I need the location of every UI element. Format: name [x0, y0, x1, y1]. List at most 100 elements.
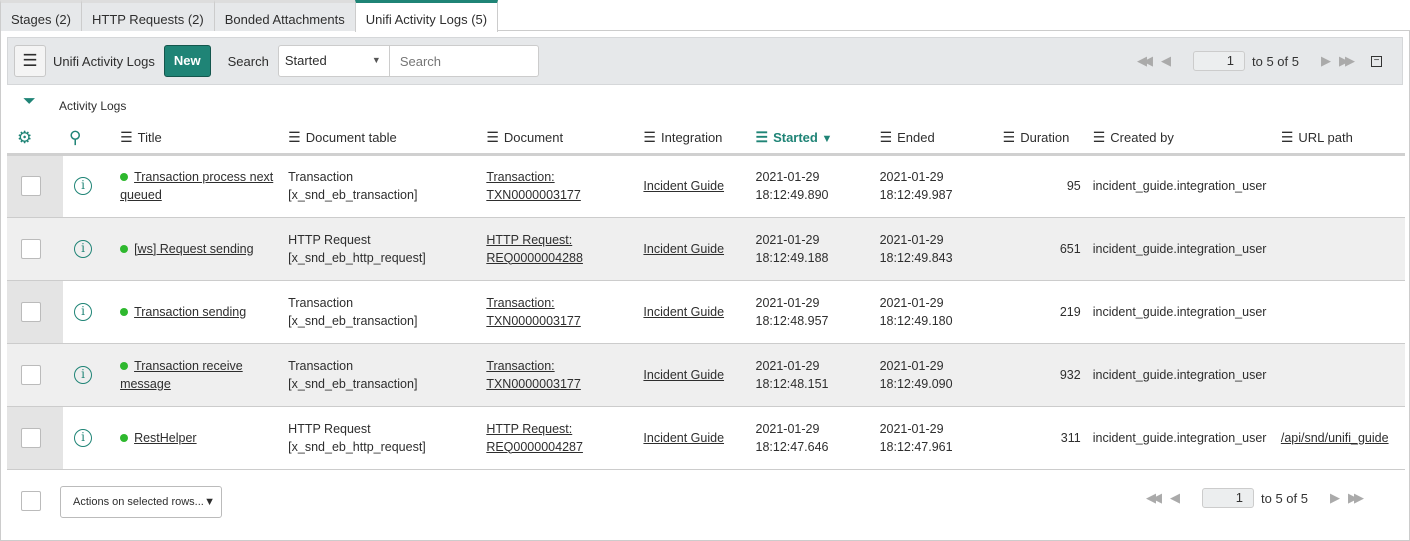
title-link[interactable]: Transaction sending — [134, 304, 247, 319]
tab-0[interactable]: Stages (2) — [0, 0, 82, 31]
doc-table-name: [x_snd_eb_http_request] — [288, 250, 426, 265]
column-header[interactable]: ☰ Duration — [1002, 123, 1093, 156]
search-field-value: Started — [284, 53, 327, 68]
row-checkbox[interactable] — [21, 427, 41, 448]
url-path-link[interactable]: /api/snd/unifi_guide — [1280, 430, 1389, 445]
column-menu-icon[interactable]: ☰ — [755, 129, 769, 146]
first-page-icon[interactable]: ◀◀ — [1137, 53, 1153, 68]
search-label: Search — [227, 53, 269, 69]
row-checkbox[interactable] — [21, 301, 41, 322]
column-header[interactable]: ☰ Integration — [643, 123, 756, 156]
column-header[interactable]: ☰ Title — [120, 123, 289, 156]
tab-3[interactable]: Unifi Activity Logs (5) — [354, 0, 499, 32]
prev-page-icon[interactable]: ◀ — [1170, 490, 1180, 505]
new-button[interactable]: New — [163, 45, 211, 77]
column-header[interactable]: ☰ Document — [486, 123, 644, 156]
status-dot — [120, 361, 129, 370]
info-icon[interactable]: i — [74, 302, 93, 321]
created-by: incident_guide.integration_user — [1092, 217, 1281, 281]
document-link[interactable]: HTTP Request: REQ0000004287 — [486, 421, 583, 454]
first-page-icon[interactable]: ◀◀ — [1146, 490, 1162, 505]
document-link[interactable]: Transaction: TXN0000003177 — [486, 170, 581, 202]
prev-page-icon[interactable]: ◀ — [1161, 53, 1171, 68]
search-field-select[interactable]: Started ▼ — [277, 45, 390, 77]
list-toolbar: ☰ Unifi Activity Logs New Search Started… — [7, 37, 1403, 85]
page-input[interactable]: 1 — [1202, 488, 1254, 508]
list-menu-button[interactable]: ☰ — [14, 45, 46, 77]
hamburger-icon: ☰ — [22, 51, 38, 70]
list-frame: ☰ Unifi Activity Logs New Search Started… — [0, 31, 1410, 541]
column-menu-icon[interactable]: ☰ — [643, 129, 656, 146]
ended-time: 18:12:49.843 — [879, 250, 953, 265]
ended-date: 2021-01-29 — [879, 170, 944, 184]
last-page-icon[interactable]: ▶▶ — [1338, 53, 1355, 68]
breadcrumb[interactable]: Activity Logs — [59, 99, 127, 113]
integration-link[interactable]: Incident Guide — [643, 430, 725, 445]
integration-link[interactable]: Incident Guide — [643, 179, 725, 193]
started-date: 2021-01-29 — [755, 295, 820, 310]
caret-down-icon: ▼ — [371, 55, 381, 65]
collapse-icon[interactable]: − — [1370, 55, 1382, 67]
column-menu-icon[interactable]: ☰ — [486, 129, 499, 146]
title-link[interactable]: Transaction process next queued — [120, 170, 274, 202]
column-label: Created by — [1110, 130, 1174, 146]
document-link[interactable]: Transaction: TXN0000003177 — [486, 358, 581, 391]
column-header[interactable]: ☰ URL path — [1280, 123, 1405, 156]
page-input[interactable]: 1 — [1193, 51, 1245, 71]
column-label: Title — [137, 130, 162, 146]
tab-2[interactable]: Bonded Attachments — [213, 0, 356, 31]
next-page-icon[interactable]: ▶ — [1320, 53, 1331, 68]
info-icon[interactable]: i — [74, 177, 93, 195]
table-row: i [ws] Request sending HTTP Request [x_sn… — [7, 217, 1405, 281]
integration-link[interactable]: Incident Guide — [643, 304, 725, 319]
column-menu-icon[interactable]: ☰ — [1002, 129, 1016, 146]
chevron-down-icon: ▼ — [204, 496, 215, 508]
integration-link[interactable]: Incident Guide — [643, 241, 725, 256]
ended-time: 18:12:49.987 — [879, 188, 953, 202]
row-checkbox[interactable] — [21, 364, 41, 385]
info-icon[interactable]: i — [74, 428, 93, 447]
gear-icon[interactable]: ⚙ — [7, 123, 64, 156]
column-menu-icon[interactable]: ☰ — [120, 129, 133, 146]
duration: 932 — [1002, 343, 1093, 407]
title-link[interactable]: [ws] Request sending — [134, 241, 254, 256]
status-dot — [120, 244, 129, 253]
column-header[interactable]: ☰ Started ▼ — [755, 123, 880, 156]
column-label: Started — [773, 130, 818, 146]
doc-table-name: [x_snd_eb_transaction] — [288, 313, 418, 328]
document-link[interactable]: Transaction: TXN0000003177 — [486, 295, 581, 328]
page-range: to 5 of 5 — [1252, 53, 1299, 69]
filter-icon[interactable]: ⏷ — [23, 93, 36, 110]
tab-1[interactable]: HTTP Requests (2) — [80, 0, 215, 31]
actions-select[interactable]: Actions on selected rows... ▼ — [60, 486, 222, 518]
row-checkbox[interactable] — [21, 238, 41, 259]
column-header[interactable]: ☰ Document table — [288, 123, 487, 156]
column-menu-icon[interactable]: ☰ — [879, 129, 893, 146]
integration-link[interactable]: Incident Guide — [643, 367, 725, 382]
title-link[interactable]: RestHelper — [134, 430, 197, 445]
title-link[interactable]: Transaction receive message — [120, 358, 243, 391]
info-icon[interactable]: i — [74, 365, 93, 384]
document-link[interactable]: HTTP Request: REQ0000004288 — [486, 232, 583, 265]
search-input[interactable] — [389, 45, 539, 77]
column-header[interactable]: ☰ Ended — [879, 123, 1003, 156]
table-row: i RestHelper HTTP Request [x_snd_eb_http_… — [7, 406, 1405, 470]
column-label: Duration — [1020, 130, 1070, 146]
column-menu-icon[interactable]: ☰ — [1280, 129, 1294, 146]
duration: 219 — [1002, 280, 1093, 344]
doc-table-name: [x_snd_eb_transaction] — [288, 188, 418, 202]
created-by: incident_guide.integration_user — [1092, 280, 1281, 344]
doc-table: HTTP Request — [288, 421, 371, 436]
search-icon[interactable]: ⚲ — [63, 123, 121, 156]
info-icon[interactable]: i — [74, 239, 93, 258]
column-header[interactable]: ☰ Created by — [1092, 123, 1281, 156]
column-menu-icon[interactable]: ☰ — [288, 129, 301, 146]
actions-label: Actions on selected rows... — [73, 496, 204, 508]
started-date: 2021-01-29 — [755, 170, 820, 184]
row-checkbox[interactable] — [21, 176, 41, 196]
next-page-icon[interactable]: ▶ — [1329, 490, 1340, 505]
column-menu-icon[interactable]: ☰ — [1092, 129, 1106, 146]
select-all-checkbox[interactable] — [21, 491, 41, 511]
created-by: incident_guide.integration_user — [1092, 154, 1281, 218]
last-page-icon[interactable]: ▶▶ — [1347, 490, 1364, 505]
